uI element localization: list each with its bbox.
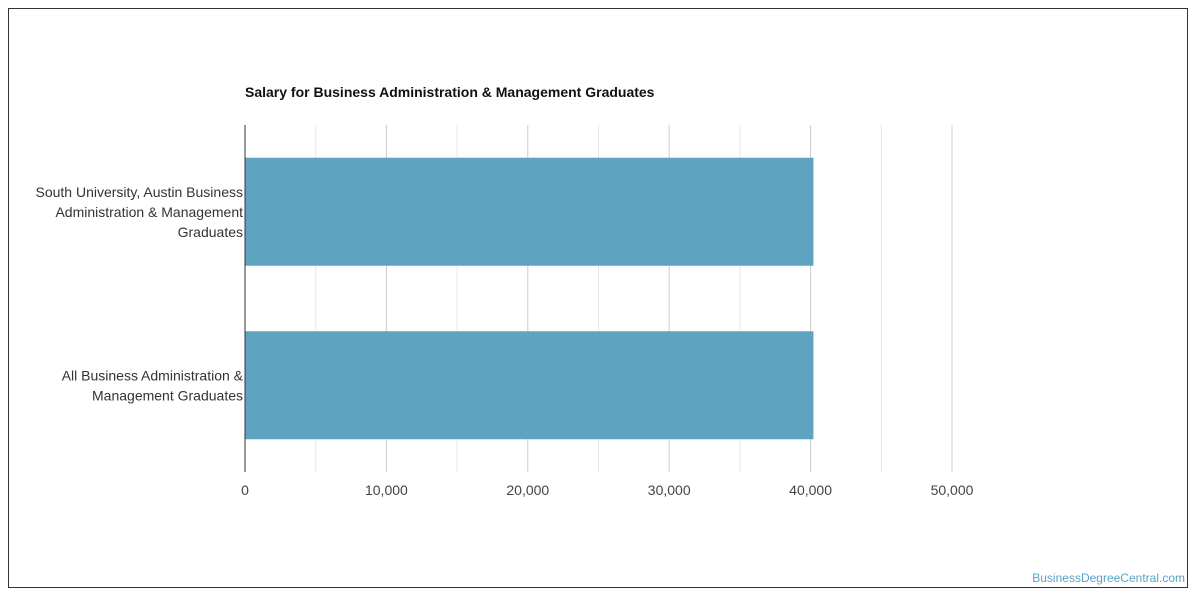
category-label: All Business Administration & — [62, 367, 244, 383]
x-tick-label: 30,000 — [648, 482, 691, 498]
x-tick-label: 10,000 — [365, 482, 408, 498]
bar — [245, 157, 814, 266]
chart-title: Salary for Business Administration & Man… — [245, 84, 655, 100]
x-tick-label: 0 — [241, 482, 249, 498]
x-tick-label: 40,000 — [789, 482, 832, 498]
x-tick-label: 50,000 — [931, 482, 974, 498]
category-label: South University, Austin Business — [35, 184, 243, 200]
category-label: Administration & Management — [55, 204, 243, 220]
labels: 0 10,000 20,000 30,000 40,000 50,000 South Uni… — [35, 184, 973, 498]
x-tick-label: 20,000 — [506, 482, 549, 498]
category-label: Graduates — [178, 224, 243, 240]
category-label: Management Graduates — [92, 387, 243, 403]
chart-frame — [8, 8, 1188, 588]
bar — [245, 331, 814, 440]
bars — [245, 157, 814, 440]
watermark-text: BusinessDegreeCentral.com — [1032, 571, 1185, 585]
